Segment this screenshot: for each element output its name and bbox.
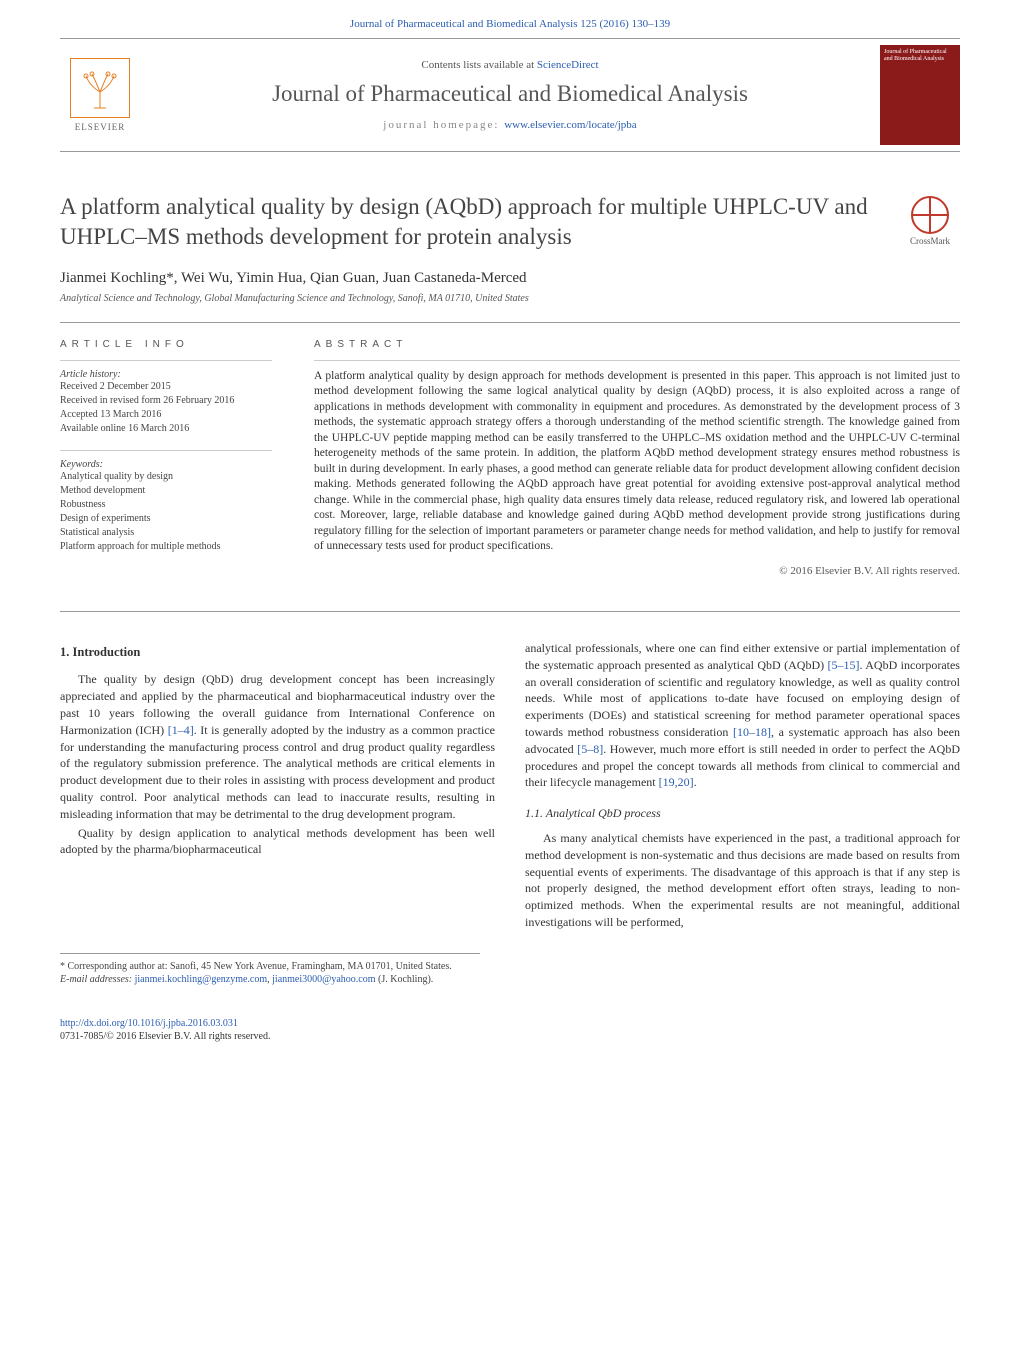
email-line: E-mail addresses: jianmei.kochling@genzy… (60, 973, 480, 987)
elsevier-tree-icon (70, 58, 130, 118)
paragraph: As many analytical chemists have experie… (525, 830, 960, 931)
issn-line: 0731-7085/© 2016 Elsevier B.V. All right… (60, 1030, 960, 1044)
keyword-item: Platform approach for multiple methods (60, 540, 272, 554)
elsevier-label: ELSEVIER (75, 122, 126, 132)
sciencedirect-link[interactable]: ScienceDirect (537, 59, 599, 71)
email-link[interactable]: jianmei.kochling@genzyme.com (135, 974, 268, 985)
crossmark-label: CrossMark (900, 236, 960, 246)
homepage-link[interactable]: www.elsevier.com/locate/jpba (504, 119, 636, 131)
text-run: . It is generally adopted by the industr… (60, 723, 495, 821)
crossmark-icon (911, 196, 949, 234)
meta-row: ARTICLE INFO Article history: Received 2… (60, 323, 960, 593)
journal-cover-thumbnail: Journal of Pharmaceutical and Biomedical… (880, 45, 960, 145)
contents-prefix: Contents lists available at (421, 59, 536, 71)
corresponding-line: * Corresponding author at: Sanofi, 45 Ne… (60, 960, 480, 974)
history-item: Received 2 December 2015 (60, 380, 272, 394)
history-item: Received in revised form 26 February 201… (60, 394, 272, 408)
elsevier-logo: ELSEVIER (60, 50, 140, 140)
reference-link[interactable]: [19,20] (659, 775, 694, 789)
reference-link[interactable]: [5–8] (577, 742, 603, 756)
crossmark-badge[interactable]: CrossMark (900, 196, 960, 246)
abstract-heading: ABSTRACT (314, 339, 960, 350)
homepage-prefix: journal homepage: (383, 119, 504, 131)
cover-title: Journal of Pharmaceutical and Biomedical… (884, 49, 956, 62)
affiliation-line: Analytical Science and Technology, Globa… (60, 293, 960, 304)
keyword-item: Analytical quality by design (60, 470, 272, 484)
two-column-body: 1. Introduction The quality by design (Q… (60, 640, 960, 933)
history-item: Available online 16 March 2016 (60, 422, 272, 436)
journal-name: Journal of Pharmaceutical and Biomedical… (140, 81, 880, 107)
abstract-text: A platform analytical quality by design … (314, 369, 960, 555)
corresponding-author-footer: * Corresponding author at: Sanofi, 45 Ne… (60, 953, 480, 987)
doi-link[interactable]: http://dx.doi.org/10.1016/j.jpba.2016.03… (60, 1018, 238, 1029)
citation-link[interactable]: Journal of Pharmaceutical and Biomedical… (350, 18, 670, 30)
article-title: A platform analytical quality by design … (60, 192, 880, 252)
subsection-heading: 1.1. Analytical QbD process (525, 805, 960, 822)
divider (314, 360, 960, 361)
running-header: Journal of Pharmaceutical and Biomedical… (0, 0, 1020, 38)
article-header: A platform analytical quality by design … (60, 192, 960, 612)
copyright-line: © 2016 Elsevier B.V. All rights reserved… (314, 565, 960, 577)
history-label: Article history: (60, 369, 272, 380)
history-item: Accepted 13 March 2016 (60, 408, 272, 422)
reference-link[interactable]: [5–15] (828, 658, 860, 672)
email-author: (J. Kochling). (376, 974, 434, 985)
article-info-heading: ARTICLE INFO (60, 339, 272, 350)
article-info-block: ARTICLE INFO Article history: Received 2… (60, 323, 290, 593)
paragraph: analytical professionals, where one can … (525, 640, 960, 791)
email-link[interactable]: jianmei3000@yahoo.com (272, 974, 375, 985)
divider (60, 450, 272, 451)
reference-link[interactable]: [10–18] (733, 725, 771, 739)
divider (60, 611, 960, 612)
keywords-label: Keywords: (60, 459, 272, 470)
paragraph: The quality by design (QbD) drug develop… (60, 671, 495, 822)
section-heading: 1. Introduction (60, 644, 495, 662)
reference-link[interactable]: [1–4] (168, 723, 194, 737)
keyword-item: Statistical analysis (60, 526, 272, 540)
abstract-block: ABSTRACT A platform analytical quality b… (290, 323, 960, 593)
doi-block: http://dx.doi.org/10.1016/j.jpba.2016.03… (60, 1017, 960, 1044)
authors-line: Jianmei Kochling*, Wei Wu, Yimin Hua, Qi… (60, 270, 960, 287)
keyword-item: Design of experiments (60, 512, 272, 526)
journal-banner: ELSEVIER Contents lists available at Sci… (60, 38, 960, 152)
contents-line: Contents lists available at ScienceDirec… (140, 59, 880, 71)
text-run: . (694, 775, 697, 789)
keyword-item: Robustness (60, 498, 272, 512)
keyword-item: Method development (60, 484, 272, 498)
divider (60, 360, 272, 361)
body-section: 1. Introduction The quality by design (Q… (60, 640, 960, 933)
paragraph: Quality by design application to analyti… (60, 825, 495, 859)
homepage-line: journal homepage: www.elsevier.com/locat… (140, 119, 880, 131)
email-label: E-mail addresses: (60, 974, 135, 985)
banner-center: Contents lists available at ScienceDirec… (140, 59, 880, 131)
